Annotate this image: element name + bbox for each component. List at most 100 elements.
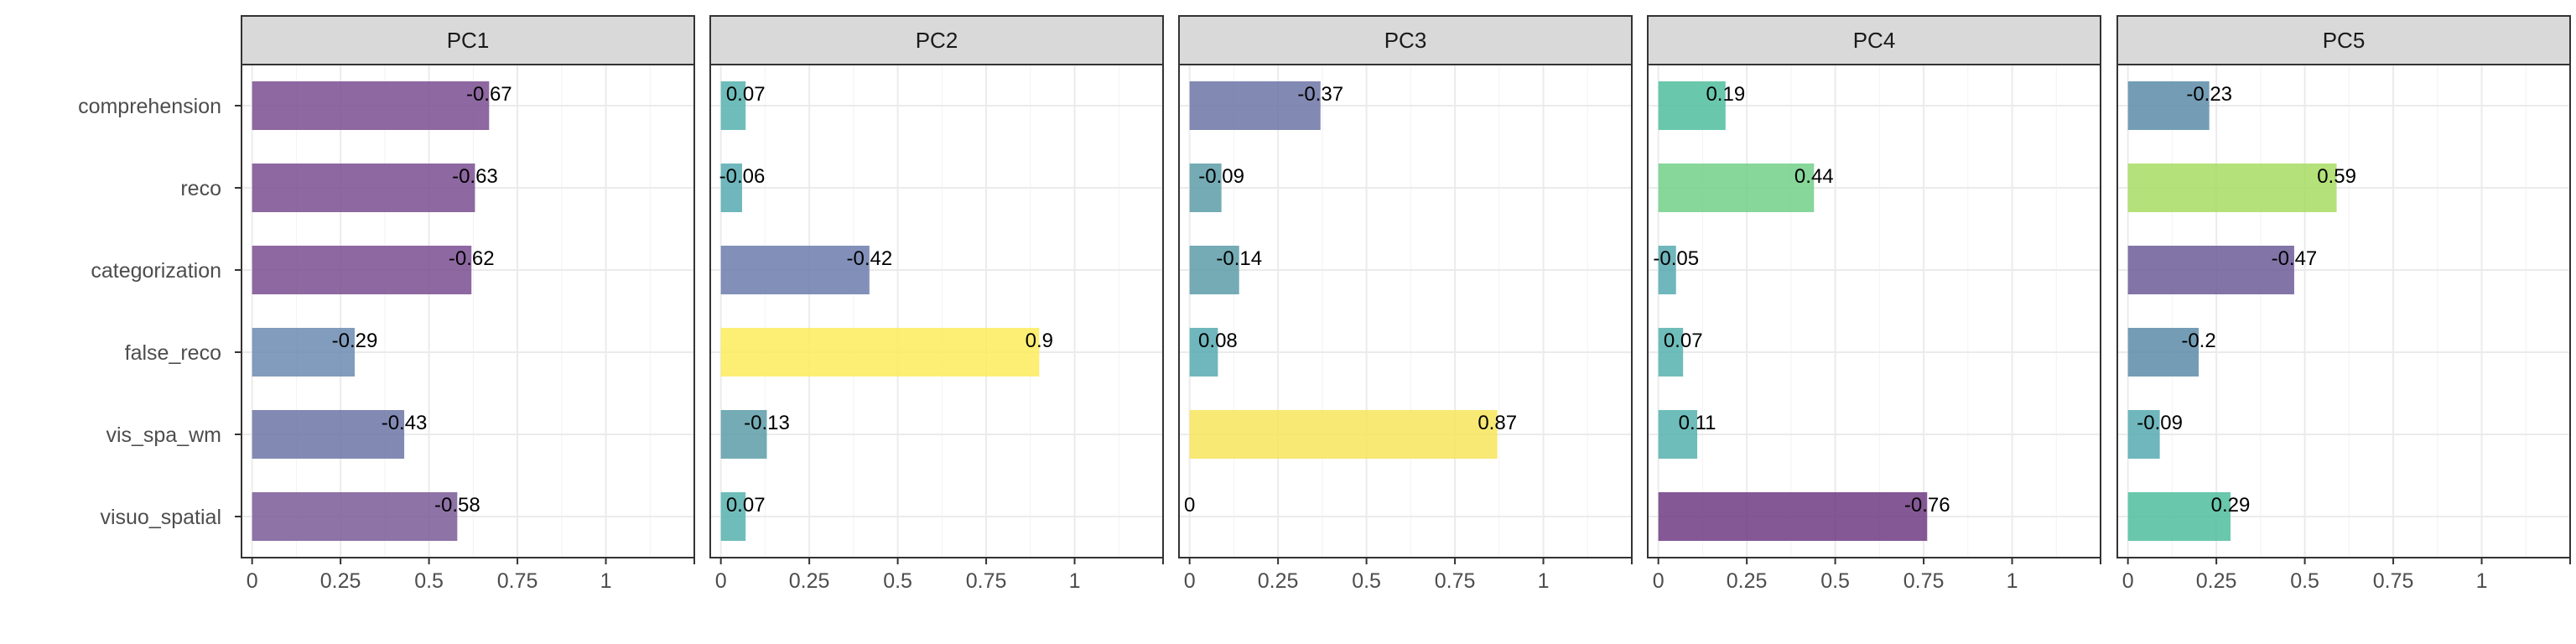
panel-border	[709, 64, 1164, 558]
bar	[2127, 81, 2210, 130]
bar	[1189, 328, 1218, 377]
x-tick-label: 0	[247, 569, 258, 593]
bar	[1658, 164, 1815, 212]
bar-value-label: -0.76	[1904, 494, 1950, 517]
bar	[2127, 164, 2337, 212]
bar	[252, 492, 458, 541]
x-tick-label: 0.25	[1727, 569, 1768, 593]
bar	[720, 164, 742, 212]
panel-border	[2116, 64, 2571, 558]
y-tick-label: categorization	[91, 259, 221, 283]
bar-value-label: -0.09	[2137, 412, 2183, 434]
bar	[2127, 328, 2199, 377]
panel-border	[1178, 64, 1633, 558]
y-tick-label: comprehension	[78, 95, 221, 118]
bar-value-label: -0.13	[744, 412, 790, 434]
bar-value-label: -0.62	[449, 247, 495, 270]
x-tick-label: 0.25	[789, 569, 830, 593]
bar-value-label: 0.07	[1664, 330, 1703, 352]
x-tick-label: 0	[715, 569, 727, 593]
bar-value-label: 0.19	[1706, 83, 1745, 106]
bar-value-label: 0.07	[726, 494, 766, 517]
bar	[1189, 410, 1498, 459]
bar-value-label: -0.42	[846, 247, 892, 270]
facet-strip	[2116, 15, 2571, 65]
facet-title: PC3	[1384, 28, 1427, 53]
x-tick-label: 0.75	[1903, 569, 1945, 593]
facet-strip	[1178, 15, 1633, 65]
bar-value-label: 0.07	[726, 83, 766, 106]
bar	[252, 81, 490, 130]
x-tick-label: 0.25	[320, 569, 361, 593]
y-tick-label: vis_spa_wm	[106, 423, 221, 447]
x-tick-label: 0.5	[883, 569, 912, 593]
bar	[1658, 246, 1676, 294]
bar-value-label: 0.44	[1794, 165, 1834, 188]
bar	[1189, 246, 1239, 294]
x-tick-label: 0	[1184, 569, 1196, 593]
bar-value-label: -0.67	[466, 83, 512, 106]
bar	[1658, 328, 1684, 377]
x-tick-label: 0.5	[1352, 569, 1381, 593]
bar-value-label: 0.59	[2317, 165, 2356, 188]
bar	[720, 492, 746, 541]
bar	[1658, 81, 1726, 130]
y-tick-label: visuo_spatial	[100, 506, 221, 529]
x-tick-label: 0.5	[1820, 569, 1850, 593]
bar-value-label: -0.29	[332, 330, 378, 352]
x-tick-label: 0	[2122, 569, 2134, 593]
bar-value-label: -0.09	[1198, 165, 1244, 188]
x-tick-label: 0.75	[497, 569, 538, 593]
bar-value-label: -0.37	[1297, 83, 1343, 106]
bar	[2127, 410, 2160, 459]
facet-title: PC1	[447, 28, 490, 53]
bar-value-label: 0.29	[2211, 494, 2251, 517]
bar	[252, 328, 355, 377]
x-tick-label: 0.5	[2290, 569, 2319, 593]
bar	[252, 410, 405, 459]
facet-strip	[709, 15, 1164, 65]
facet-strip	[1647, 15, 2101, 65]
bar	[252, 246, 472, 294]
x-tick-label: 0.25	[2196, 569, 2237, 593]
bar-value-label: -0.63	[452, 165, 498, 188]
bar	[252, 164, 475, 212]
bar-value-label: -0.06	[719, 165, 766, 188]
facet-title: PC5	[2323, 28, 2366, 53]
bar-value-label: -0.58	[434, 494, 480, 517]
x-tick-label: 1	[600, 569, 612, 593]
y-tick-label: reco	[180, 177, 221, 200]
bar	[2127, 492, 2231, 541]
bar-value-label: -0.2	[2181, 330, 2215, 352]
panel-border	[241, 64, 695, 558]
x-tick-label: 0.75	[2373, 569, 2414, 593]
bar	[720, 328, 1040, 377]
bar-value-label: 0.87	[1478, 412, 1517, 434]
bar-value-label: -0.43	[382, 412, 428, 434]
bar-value-label: -0.47	[2272, 247, 2318, 270]
x-tick-label: 0	[1653, 569, 1665, 593]
facet-title: PC2	[916, 28, 958, 53]
x-tick-label: 1	[1069, 569, 1081, 593]
facet-title: PC4	[1853, 28, 1896, 53]
x-tick-label: 1	[2476, 569, 2488, 593]
x-tick-label: 1	[2007, 569, 2018, 593]
bar-value-label: -0.14	[1216, 247, 1262, 270]
bar-value-label: 0.9	[1026, 330, 1053, 352]
bar-value-label: 0.08	[1198, 330, 1238, 352]
bar-value-label: -0.23	[2186, 83, 2232, 106]
bar	[720, 410, 767, 459]
bar-value-label: 0.11	[1679, 412, 1716, 434]
bar	[1189, 164, 1222, 212]
x-tick-label: 1	[1538, 569, 1550, 593]
x-tick-label: 0.75	[1435, 569, 1476, 593]
x-tick-label: 0.5	[414, 569, 444, 593]
bar-value-label: 0	[1184, 494, 1195, 517]
bar	[1658, 492, 1928, 541]
bar	[720, 81, 746, 130]
x-tick-label: 0.25	[1258, 569, 1299, 593]
y-tick-label: false_reco	[125, 341, 221, 365]
bar-value-label: -0.05	[1653, 247, 1699, 270]
bar	[1189, 81, 1321, 130]
panel-border	[1647, 64, 2101, 558]
